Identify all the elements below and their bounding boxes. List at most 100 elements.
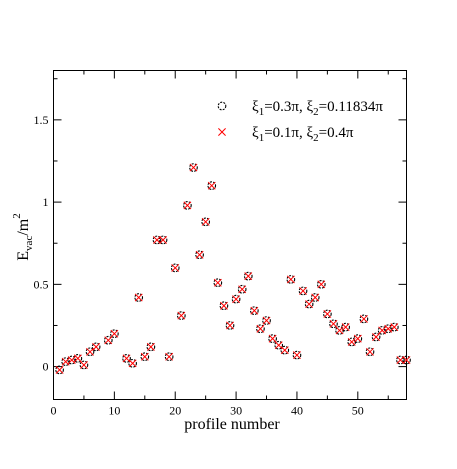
data-point-cross bbox=[286, 275, 295, 284]
data-point-cross bbox=[140, 352, 149, 361]
data-point-circle bbox=[183, 201, 192, 210]
x-tick-label: 30 bbox=[230, 404, 242, 418]
x-tick-label: 10 bbox=[108, 404, 120, 418]
data-point-circle bbox=[304, 299, 314, 309]
data-point-cross bbox=[390, 323, 399, 332]
data-point-circle bbox=[341, 322, 350, 332]
data-point-circle bbox=[353, 334, 363, 343]
x-tick-label: 50 bbox=[352, 404, 364, 418]
data-point-circle bbox=[103, 335, 113, 345]
data-point-cross bbox=[402, 356, 411, 364]
data-point-circle bbox=[249, 306, 259, 316]
data-point-circle bbox=[274, 340, 284, 350]
data-point-circle bbox=[310, 293, 320, 302]
data-point-circle bbox=[329, 319, 338, 329]
data-point-cross bbox=[311, 293, 320, 302]
data-point-circle bbox=[170, 263, 180, 273]
data-point-circle bbox=[243, 271, 253, 281]
axis-tick-labels: 0 10 20 30 40 50 0 0.5 1 1.5 bbox=[34, 113, 364, 418]
data-point-circle bbox=[231, 294, 241, 304]
data-point-circle bbox=[316, 280, 326, 289]
data-point-cross bbox=[366, 347, 374, 356]
data-point-cross bbox=[159, 235, 168, 244]
data-point-circle bbox=[237, 284, 247, 294]
data-point-circle bbox=[207, 181, 217, 190]
data-point-circle bbox=[195, 250, 204, 260]
data-point-circle bbox=[85, 347, 95, 357]
legend: ξ1=0.3π, ξ2=0.11834π ξ1=0.1π, ξ2=0.4π bbox=[217, 99, 383, 144]
data-point-cross bbox=[250, 306, 259, 315]
data-point-circle bbox=[256, 324, 265, 334]
data-point-cross bbox=[104, 336, 113, 345]
data-point-cross bbox=[86, 347, 94, 356]
data-point-circle bbox=[73, 354, 83, 363]
data-point-cross bbox=[396, 356, 405, 364]
y-tick-label: 1 bbox=[43, 195, 49, 209]
data-point-cross bbox=[274, 341, 283, 350]
data-point-cross bbox=[244, 272, 253, 281]
data-point-cross bbox=[341, 323, 350, 332]
data-point-cross bbox=[146, 342, 155, 351]
data-point-cross bbox=[329, 319, 338, 328]
data-point-circle bbox=[371, 332, 381, 342]
data-point-circle bbox=[365, 347, 375, 357]
data-point-cross bbox=[213, 278, 222, 287]
data-point-cross bbox=[171, 263, 180, 272]
data-point-circle bbox=[91, 342, 101, 352]
data-point-circle bbox=[389, 322, 399, 332]
data-point-cross bbox=[67, 356, 76, 364]
data-point-circle bbox=[213, 278, 223, 288]
y-tick-label: 1.5 bbox=[34, 113, 49, 127]
data-point-cross bbox=[323, 310, 332, 318]
data-point-cross bbox=[73, 354, 82, 363]
x-tick-label: 0 bbox=[51, 404, 57, 418]
y-axis-title: Evac/m2 bbox=[11, 213, 35, 260]
data-point-cross bbox=[359, 314, 368, 323]
data-point-cross bbox=[256, 324, 265, 333]
data-point-cross bbox=[79, 361, 88, 369]
legend-marker bbox=[218, 128, 226, 136]
data-point-cross bbox=[165, 352, 174, 361]
x-axis-title: profile number bbox=[184, 416, 280, 433]
data-point-circle bbox=[158, 235, 168, 245]
data-point-cross bbox=[384, 324, 393, 333]
data-point-circle bbox=[286, 275, 296, 284]
data-point-circle bbox=[55, 365, 64, 375]
data-point-circle bbox=[128, 358, 137, 368]
data-point-cross bbox=[128, 359, 137, 368]
data-point-cross bbox=[122, 354, 131, 363]
legend-label: ξ1=0.3π, ξ2=0.11834π bbox=[252, 99, 383, 118]
data-point-circle bbox=[402, 355, 411, 365]
data-point-cross bbox=[110, 329, 119, 338]
data-point-circle bbox=[359, 314, 369, 324]
data-point-cross bbox=[262, 316, 271, 325]
data-point-circle bbox=[122, 354, 131, 363]
data-point-circle bbox=[396, 355, 405, 365]
legend-marker bbox=[217, 101, 227, 111]
data-point-cross bbox=[299, 286, 307, 295]
data-point-circle bbox=[298, 286, 308, 296]
data-points bbox=[55, 163, 411, 375]
data-point-circle bbox=[280, 345, 290, 355]
data-point-cross bbox=[189, 163, 198, 172]
data-point-cross bbox=[372, 333, 381, 341]
legend-label: ξ1=0.1π, ξ2=0.4π bbox=[252, 125, 354, 144]
data-point-cross bbox=[280, 346, 289, 355]
data-point-cross bbox=[232, 295, 241, 304]
data-point-circle bbox=[134, 293, 144, 302]
data-point-cross bbox=[61, 357, 70, 366]
axis-ticks bbox=[53, 70, 407, 400]
data-point-circle bbox=[323, 309, 332, 319]
data-point-cross bbox=[134, 293, 143, 302]
data-point-circle bbox=[189, 163, 198, 172]
data-point-cross bbox=[55, 365, 64, 374]
data-point-circle bbox=[152, 235, 162, 245]
data-point-cross bbox=[92, 342, 101, 351]
data-point-cross bbox=[378, 326, 387, 335]
data-point-cross bbox=[195, 250, 204, 259]
data-point-cross bbox=[207, 181, 216, 190]
data-point-circle bbox=[164, 352, 174, 362]
y-tick-label: 0 bbox=[43, 360, 49, 374]
data-point-circle bbox=[268, 334, 277, 343]
